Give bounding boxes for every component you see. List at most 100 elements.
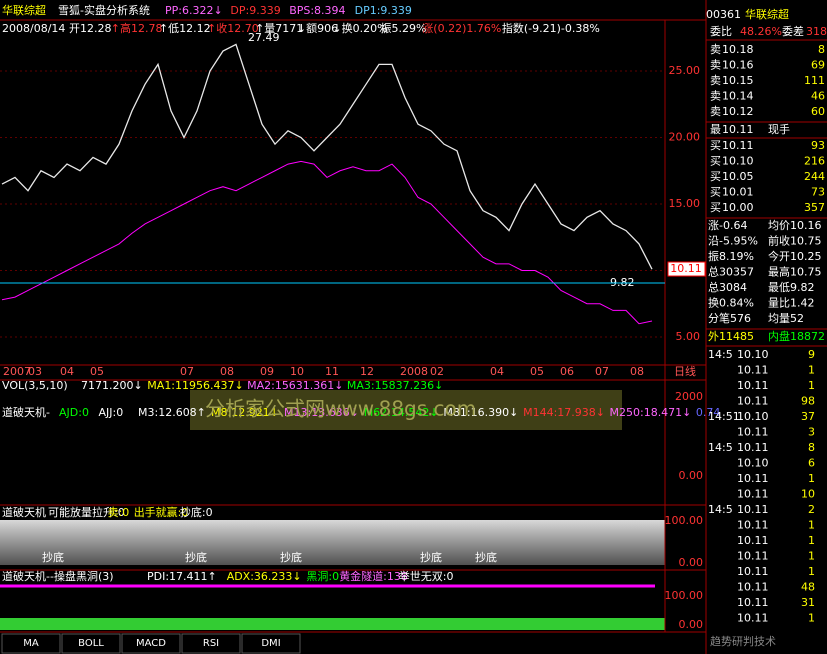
book-price: 10.16 <box>722 59 754 72</box>
signal-label: 抄底 <box>280 550 302 564</box>
quote-field: 开12.28 <box>69 22 112 35</box>
book-price: 10.00 <box>722 201 754 214</box>
panel-value: 0.74 <box>696 406 721 419</box>
date-label: 08 <box>630 365 644 378</box>
trade-time: 14:5 <box>708 348 733 361</box>
panel-value: 举世无双:0 <box>399 569 454 583</box>
panel-value: AJD:0 <box>59 406 89 419</box>
date-label: 07 <box>595 365 609 378</box>
trade-volume: 1 <box>808 612 815 625</box>
inner-volume: 内盘18872 <box>768 329 825 343</box>
price-tag-label: 10.11 <box>670 262 702 275</box>
trade-volume: 98 <box>801 395 815 408</box>
tab-label[interactable]: RSI <box>203 638 219 649</box>
trade-time: 14:5 <box>708 503 733 516</box>
watermark-box <box>190 390 622 430</box>
annotation: 27.49 <box>248 31 280 44</box>
panel-value: ADX:36.233↓ <box>227 570 302 583</box>
stock-name: 华联综超 <box>745 7 789 21</box>
book-side: 买 <box>710 186 721 199</box>
panel-bg <box>0 520 665 565</box>
trade-price: 10.11 <box>737 364 769 377</box>
axis-label: 100.00 <box>665 514 704 527</box>
trade-volume: 1 <box>808 550 815 563</box>
trade-time: 14:5 <box>708 441 733 454</box>
book-price: 10.10 <box>722 155 754 168</box>
trade-price: 10.11 <box>737 395 769 408</box>
trade-price: 10.11 <box>737 581 769 594</box>
footer-text: 趋势研判技术 <box>710 635 776 648</box>
panel-value: 抄底:0 <box>180 505 213 519</box>
book-side: 卖 <box>710 90 721 103</box>
tab-label[interactable]: MACD <box>136 638 166 649</box>
trade-price: 10.11 <box>737 426 769 439</box>
panel-title: 道破天机- <box>2 405 50 419</box>
date-label: 08 <box>220 365 234 378</box>
tab-label[interactable]: MA <box>23 638 39 649</box>
indicator: DP:9.339 <box>230 4 280 17</box>
trade-volume: 10 <box>801 488 815 501</box>
quote-field: ↑低12.12 <box>159 22 211 35</box>
trade-time: 14:51 <box>708 410 740 423</box>
book-volume: 46 <box>811 90 825 103</box>
book-price: 10.05 <box>722 170 754 183</box>
tab <box>1 633 61 654</box>
stat: 均价10.16 <box>768 219 822 232</box>
book-price: 10.12 <box>722 105 754 118</box>
date-label: 05 <box>530 365 544 378</box>
book-volume: 111 <box>804 74 825 87</box>
book-price: 10.14 <box>722 90 754 103</box>
trade-volume: 1 <box>808 534 815 547</box>
axis-label: 0.00 <box>679 469 704 482</box>
price-line <box>1 160 653 325</box>
stat: 振8.19% <box>708 249 754 263</box>
panel-value: M144:17.938↓ <box>523 406 605 419</box>
trade-price: 10.10 <box>737 410 769 423</box>
panel-value: M62:14.542↓ <box>364 406 439 419</box>
trade-price: 10.11 <box>737 565 769 578</box>
book-volume: 73 <box>811 186 825 199</box>
trade-price: 10.11 <box>737 503 769 516</box>
book-volume: 93 <box>811 139 825 152</box>
tab-label[interactable]: DMI <box>261 638 280 649</box>
stat: 涨-0.64 <box>708 219 747 232</box>
indicator: PP:6.322↓ <box>165 4 223 17</box>
panel-value: M250:18.471↓ <box>610 406 692 419</box>
outer-volume: 外11485 <box>708 330 754 343</box>
date-label: 04 <box>60 365 74 378</box>
stat: 今开10.25 <box>768 249 822 263</box>
date-label: 03 <box>28 365 42 378</box>
panel-value: AJJ:0 <box>99 406 124 419</box>
trade-volume: 48 <box>801 581 815 594</box>
book-volume: 216 <box>804 155 825 168</box>
date-label: 06 <box>560 365 574 378</box>
y-tick-label: 25.00 <box>669 64 701 77</box>
stat: 量比1.42 <box>768 297 815 310</box>
trade-price: 10.11 <box>737 612 769 625</box>
trade-price: 10.11 <box>737 441 769 454</box>
tab-label[interactable]: BOLL <box>78 638 104 649</box>
book-side: 卖 <box>710 59 721 72</box>
trade-price: 10.10 <box>737 457 769 470</box>
quote-field: ↑高12.78 <box>111 21 163 35</box>
axis-label: 0.00 <box>679 618 704 631</box>
order-ratio: 48.26% <box>740 25 782 38</box>
panel-value: 出手就赢:0 <box>134 505 189 519</box>
quote-field: ↓换0.20% <box>332 21 387 35</box>
latest-label: 现手 <box>768 122 790 136</box>
book-price: 10.11 <box>722 139 754 152</box>
panel-value: 可能放量拉升:0 <box>48 505 125 519</box>
book-side: 买 <box>710 155 721 168</box>
trade-volume: 2 <box>808 503 815 516</box>
date-label: 02 <box>430 365 444 378</box>
date-label: 11 <box>325 365 339 378</box>
axis-label: 2000 <box>675 390 703 403</box>
panel-value: M3:12.608↑ <box>138 406 206 419</box>
panel-value: M13:13.636↓ <box>284 406 359 419</box>
trade-price: 10.11 <box>737 379 769 392</box>
signal-label: 抄底 <box>42 550 64 564</box>
annotation: 9.82 <box>610 276 635 289</box>
panel-value: 黄金隧道:138 <box>339 569 408 583</box>
trade-volume: 6 <box>808 457 815 470</box>
